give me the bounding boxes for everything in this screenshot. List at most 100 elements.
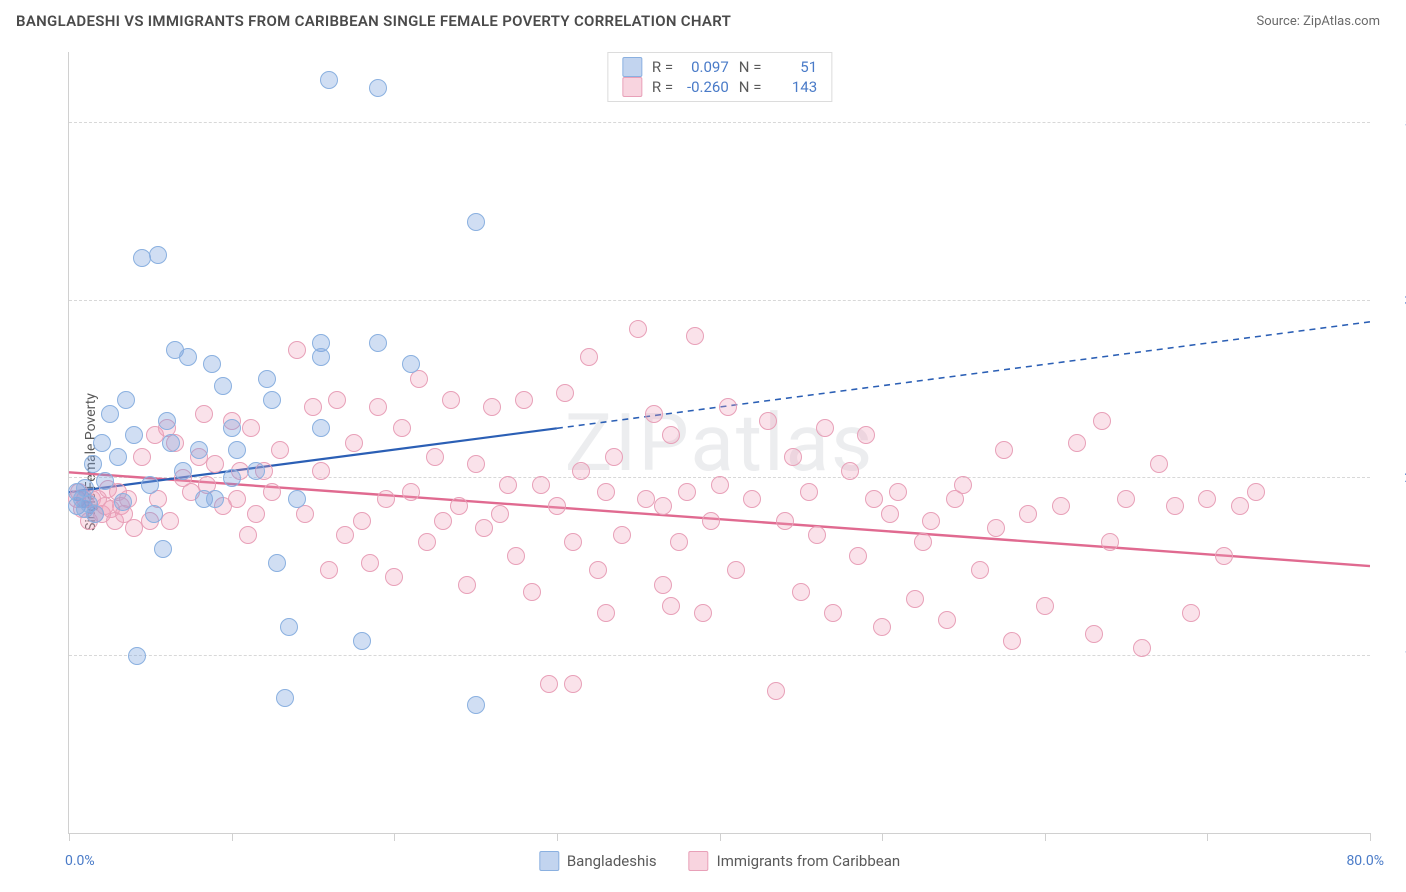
data-point-pink xyxy=(824,604,842,622)
data-point-blue xyxy=(206,490,224,508)
data-point-pink xyxy=(1003,632,1021,650)
data-point-pink xyxy=(938,611,956,629)
data-point-pink xyxy=(572,462,590,480)
legend-swatch-icon xyxy=(689,851,709,871)
data-point-pink xyxy=(1247,483,1265,501)
data-point-blue xyxy=(214,377,232,395)
data-point-pink xyxy=(857,426,875,444)
data-point-blue xyxy=(467,696,485,714)
data-point-pink xyxy=(458,576,476,594)
data-point-pink xyxy=(670,533,688,551)
data-point-blue xyxy=(288,490,306,508)
data-point-pink xyxy=(694,604,712,622)
data-point-pink xyxy=(515,391,533,409)
data-point-blue xyxy=(353,632,371,650)
data-point-pink xyxy=(312,462,330,480)
data-point-pink xyxy=(228,490,246,508)
x-tick xyxy=(1207,833,1208,841)
legend-swatch-icon xyxy=(539,851,559,871)
legend-item: Bangladeshis xyxy=(539,851,657,871)
legend-label: Immigrants from Caribbean xyxy=(717,852,901,870)
data-point-pink xyxy=(654,576,672,594)
data-point-blue xyxy=(93,434,111,452)
x-axis-min-label: 0.0% xyxy=(65,853,95,869)
data-point-pink xyxy=(654,497,672,515)
legend-swatch-icon xyxy=(622,57,642,77)
data-point-pink xyxy=(613,526,631,544)
data-point-pink xyxy=(645,405,663,423)
data-point-blue xyxy=(320,71,338,89)
data-point-pink xyxy=(507,547,525,565)
data-point-blue xyxy=(125,426,143,444)
data-point-blue xyxy=(114,493,132,511)
y-tick-label: 12.5% xyxy=(1378,648,1406,664)
data-point-pink xyxy=(922,512,940,530)
data-point-pink xyxy=(125,519,143,537)
data-point-pink xyxy=(564,533,582,551)
data-point-pink xyxy=(1101,533,1119,551)
data-point-pink xyxy=(873,618,891,636)
data-point-pink xyxy=(946,490,964,508)
data-point-pink xyxy=(467,455,485,473)
data-point-blue xyxy=(223,469,241,487)
data-point-pink xyxy=(662,426,680,444)
data-point-blue xyxy=(190,441,208,459)
data-point-pink xyxy=(1215,547,1233,565)
data-point-blue xyxy=(312,419,330,437)
data-point-pink xyxy=(1068,434,1086,452)
data-point-blue xyxy=(467,213,485,231)
n-stat: N = 143 xyxy=(739,78,817,96)
data-point-pink xyxy=(345,434,363,452)
data-point-pink xyxy=(1166,497,1184,515)
data-point-pink xyxy=(784,448,802,466)
data-point-blue xyxy=(117,391,135,409)
data-point-pink xyxy=(881,505,899,523)
data-point-pink xyxy=(1036,597,1054,615)
data-point-blue xyxy=(228,441,246,459)
data-point-blue xyxy=(154,540,172,558)
data-point-pink xyxy=(328,391,346,409)
data-point-blue xyxy=(369,79,387,97)
data-point-blue xyxy=(402,355,420,373)
data-point-pink xyxy=(629,320,647,338)
data-point-pink xyxy=(532,476,550,494)
x-tick xyxy=(1370,833,1371,841)
source-label: Source: ZipAtlas.com xyxy=(1256,14,1380,29)
data-point-pink xyxy=(719,398,737,416)
x-tick xyxy=(720,833,721,841)
data-point-pink xyxy=(1182,604,1200,622)
data-point-blue xyxy=(263,391,281,409)
data-point-blue xyxy=(268,554,286,572)
data-point-pink xyxy=(686,327,704,345)
data-point-pink xyxy=(1093,412,1111,430)
x-tick xyxy=(394,833,395,841)
data-point-pink xyxy=(1133,639,1151,657)
data-point-blue xyxy=(258,370,276,388)
x-tick xyxy=(69,833,70,841)
data-point-pink xyxy=(987,519,1005,537)
data-point-pink xyxy=(263,483,281,501)
data-point-pink xyxy=(849,547,867,565)
chart-title: BANGLADESHI VS IMMIGRANTS FROM CARIBBEAN… xyxy=(16,12,731,30)
data-point-pink xyxy=(1052,497,1070,515)
data-point-pink xyxy=(393,419,411,437)
data-point-pink xyxy=(304,398,322,416)
data-point-pink xyxy=(1150,455,1168,473)
data-point-pink xyxy=(995,441,1013,459)
data-point-pink xyxy=(702,512,720,530)
data-point-pink xyxy=(767,682,785,700)
data-point-blue xyxy=(86,505,104,523)
data-point-pink xyxy=(678,483,696,501)
data-point-pink xyxy=(589,561,607,579)
data-point-pink xyxy=(475,519,493,537)
data-point-pink xyxy=(776,512,794,530)
data-point-pink xyxy=(523,583,541,601)
data-point-blue xyxy=(158,412,176,430)
data-point-blue xyxy=(179,348,197,366)
data-point-pink xyxy=(971,561,989,579)
data-point-pink xyxy=(206,455,224,473)
data-point-pink xyxy=(271,441,289,459)
data-point-pink xyxy=(759,412,777,430)
data-point-pink xyxy=(385,568,403,586)
data-point-pink xyxy=(1198,490,1216,508)
